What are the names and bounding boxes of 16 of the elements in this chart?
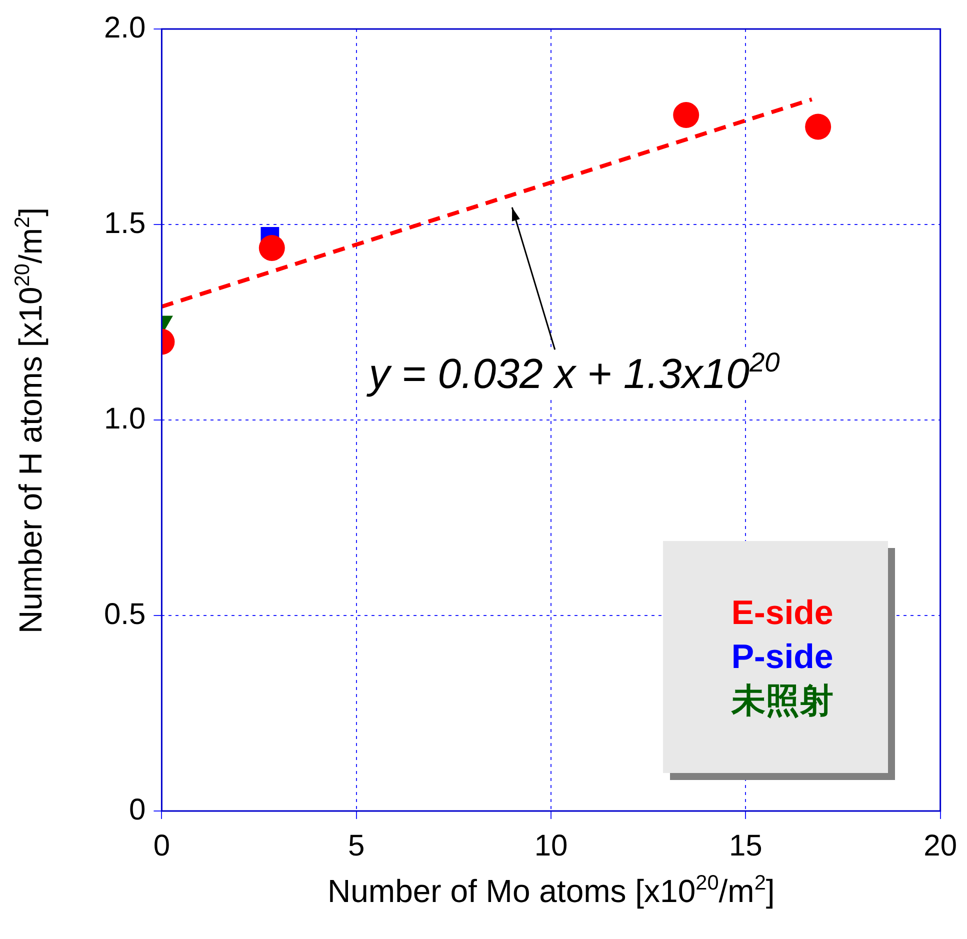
x-tick-label: 15	[728, 829, 762, 862]
point	[673, 102, 700, 128]
annotation: y = 0.032 x + 1.3x10$^{20}$	[366, 346, 781, 398]
y-tick-label: 1.0	[104, 402, 146, 436]
legend-panel: E-side P-side 未照射	[663, 541, 888, 773]
y-tick-label: 1.5	[104, 206, 146, 240]
x-axis-title: Number of Mo atoms [x10$^{20}$/m$^{2}$]	[328, 872, 775, 910]
point	[258, 234, 285, 261]
x-tick-label: 10	[534, 829, 568, 862]
x-tick-label: 0	[153, 829, 170, 862]
x-tick-label: 20	[924, 829, 958, 862]
y-tick-label: 0	[129, 793, 146, 826]
y-tick-label: 0.5	[104, 598, 146, 631]
point	[805, 114, 832, 140]
y-tick-label: 2.0	[104, 11, 146, 44]
x-tick-label: 5	[348, 829, 365, 862]
